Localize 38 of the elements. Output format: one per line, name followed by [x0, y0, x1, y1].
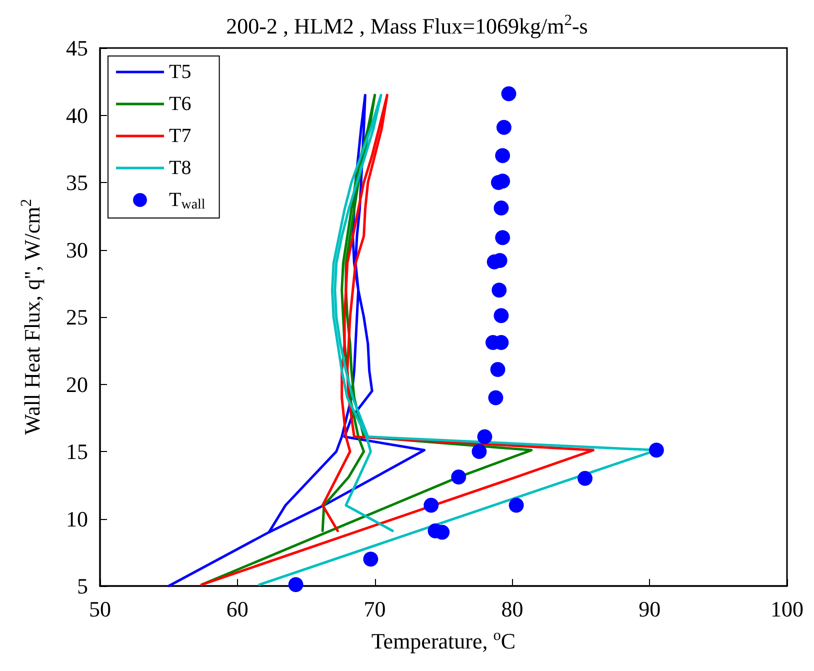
point — [490, 362, 506, 377]
point — [496, 120, 512, 135]
point — [363, 552, 378, 567]
y-tick-label: 15 — [66, 439, 88, 464]
y-tick-label: 25 — [66, 304, 88, 330]
y-tick-label: 20 — [66, 372, 88, 397]
point — [495, 230, 510, 246]
x-tick-label: 50 — [89, 596, 111, 622]
y-tick-label: 5 — [77, 574, 88, 598]
point — [501, 86, 516, 102]
point — [492, 282, 507, 298]
point — [508, 498, 524, 513]
x-tick-label: 70 — [364, 596, 386, 622]
point — [488, 390, 504, 406]
point — [288, 577, 304, 592]
point — [578, 470, 593, 486]
legend-label: T7 — [169, 125, 192, 147]
y-tick-label: 45 — [66, 36, 88, 60]
y-axis-title: Wall Heat Flux, q'', W/cm2 — [18, 198, 44, 435]
y-tick-label: 35 — [66, 170, 88, 195]
x-tick-label: 60 — [226, 596, 248, 622]
x-tick-label: 90 — [638, 596, 661, 622]
point — [495, 148, 510, 164]
point — [424, 498, 439, 513]
x-tick-label: 100 — [770, 596, 804, 622]
point — [472, 444, 487, 459]
y-tick-label: 40 — [66, 102, 88, 128]
y-tick-label: 30 — [66, 237, 88, 262]
legend-label: T6 — [169, 93, 192, 115]
point — [648, 442, 664, 458]
point — [451, 470, 466, 485]
x-tick-label: 80 — [501, 596, 524, 622]
legend-label: T8 — [169, 157, 192, 179]
legend-label: T5 — [169, 61, 192, 83]
point — [494, 200, 509, 216]
point — [477, 429, 492, 444]
point — [494, 308, 509, 324]
y-tick-label: 10 — [66, 506, 88, 532]
